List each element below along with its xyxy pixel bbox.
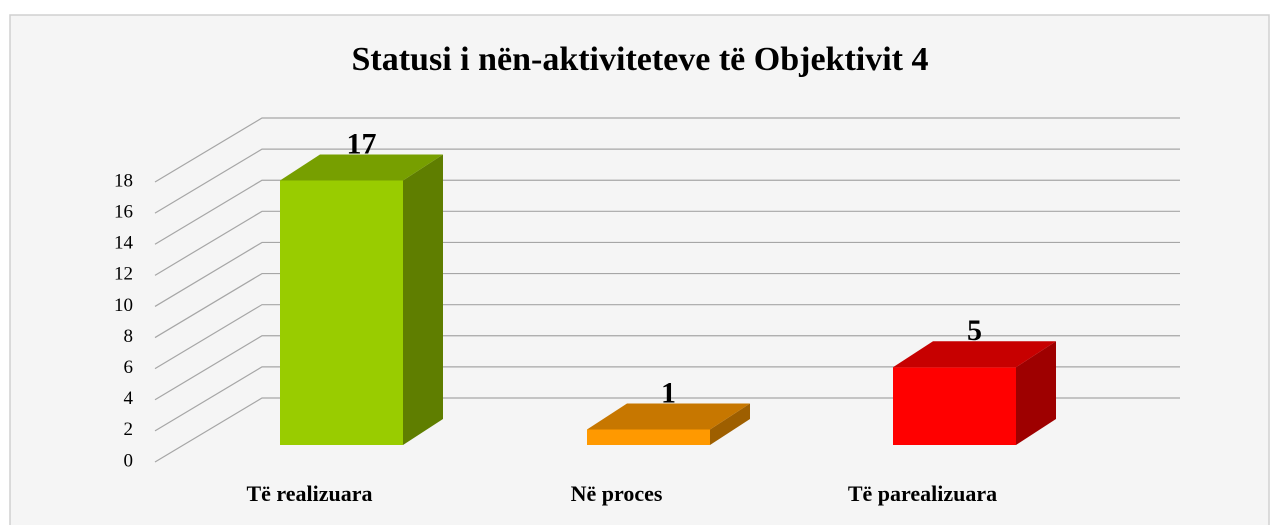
bar-front	[587, 429, 710, 445]
grid-line	[154, 179, 1180, 245]
y-tick-label: 16	[114, 201, 133, 222]
bar-side	[403, 154, 443, 446]
grid-line	[154, 272, 1180, 339]
bar-top	[280, 154, 443, 181]
grid-line	[154, 117, 1180, 183]
chart-area	[9, 14, 1270, 525]
data-label: 17	[347, 127, 377, 160]
bar-side	[1016, 341, 1056, 445]
bar-side	[710, 403, 750, 445]
bar	[893, 341, 1056, 445]
grid-line	[154, 241, 1180, 307]
y-tick-label: 0	[124, 450, 134, 471]
x-tick-label: Në proces	[571, 481, 663, 506]
bar-front	[280, 180, 403, 446]
data-label: 1	[661, 376, 676, 409]
x-tick-label: Të realizuara	[246, 481, 372, 506]
x-tick-label: Të parealizuara	[848, 481, 997, 506]
data-label: 5	[967, 314, 982, 347]
y-tick-label: 10	[114, 295, 133, 316]
y-tick-label: 4	[124, 388, 134, 409]
y-tick-label: 8	[124, 326, 134, 347]
bar	[587, 403, 750, 445]
bar-top	[893, 341, 1056, 368]
grid-line	[154, 148, 1180, 214]
bar-front	[893, 367, 1016, 445]
y-tick-label: 6	[124, 357, 134, 378]
grid-line	[154, 397, 1180, 463]
y-tick-label: 2	[124, 419, 134, 440]
bar	[280, 154, 443, 446]
bar-top	[587, 403, 750, 430]
y-tick-label: 18	[114, 170, 133, 191]
y-tick-label: 12	[114, 264, 133, 285]
chart-title: Statusi i nën-aktiviteteve të Objektivit…	[352, 41, 929, 78]
y-tick-label: 14	[114, 233, 134, 254]
grid-line	[154, 210, 1180, 276]
grid-line	[154, 335, 1180, 401]
grid-line	[154, 366, 1180, 432]
grid-line	[154, 304, 1180, 370]
